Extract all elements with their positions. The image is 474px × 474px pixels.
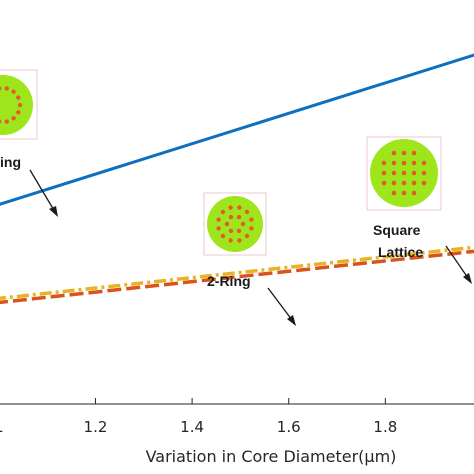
inset-hole — [401, 190, 407, 196]
x-ticks: 1 1.2 1.4 1.6 1.8 — [0, 398, 397, 436]
inset-hole — [11, 89, 16, 94]
annotation-arrowhead — [49, 206, 58, 217]
x-tick-label: 1.8 — [373, 418, 397, 436]
inset-hole — [421, 160, 427, 166]
inset-hole — [236, 214, 242, 220]
inset-1-ring-icon — [0, 69, 38, 140]
annotation-2-ring: 2-Ring — [203, 192, 296, 326]
annotation-arrowhead — [287, 315, 296, 326]
annotation-label-2-ring: 2-Ring — [207, 273, 251, 289]
inset-hole — [381, 180, 387, 186]
inset-hole — [220, 233, 226, 239]
inset-hole — [411, 170, 417, 176]
annotation-arrow-line — [267, 287, 293, 321]
annotation-arrow-line — [445, 245, 469, 279]
inset-hole — [401, 160, 407, 166]
inset-hole — [421, 170, 427, 176]
series-layer — [0, 53, 474, 305]
inset-holes — [0, 86, 23, 124]
inset-hole — [244, 233, 250, 239]
inset-hole — [228, 238, 233, 243]
inset-hole — [228, 205, 233, 210]
inset-hole — [16, 95, 21, 100]
inset-hole — [401, 170, 407, 176]
inset-hole — [16, 110, 21, 115]
inset-hole — [237, 238, 242, 243]
annotation-arrowhead — [463, 273, 472, 284]
inset-hole — [220, 209, 226, 215]
x-axis-title: Variation in Core Diameter(μm) — [146, 447, 397, 466]
inset-hole — [411, 150, 417, 156]
series-line-1 — [0, 53, 474, 206]
inset-hole — [11, 116, 16, 121]
inset-hole — [391, 190, 397, 196]
inset-hole — [391, 160, 397, 166]
x-tick-label: 1.6 — [277, 418, 301, 436]
inset-fiber — [207, 196, 263, 252]
inset-hole — [391, 180, 397, 186]
annotation-label-lattice: Lattice — [378, 244, 423, 260]
annotation-label-ring: ing — [0, 154, 21, 170]
inset-hole — [237, 205, 242, 210]
inset-holes — [216, 205, 254, 243]
inset-hole — [4, 119, 9, 124]
annotation-label-square: Square — [373, 222, 421, 238]
inset-hole — [421, 180, 427, 186]
x-tick-label: 1 — [0, 418, 4, 436]
inset-2-ring-icon — [203, 192, 267, 256]
inset-holes — [381, 150, 427, 196]
inset-hole — [216, 217, 221, 222]
inset-hole — [411, 180, 417, 186]
annotation-1-ring: ing — [0, 69, 58, 217]
inset-square-lattice-icon — [366, 136, 442, 211]
inset-hole — [401, 180, 407, 186]
inset-hole — [244, 209, 250, 215]
inset-hole — [411, 190, 417, 196]
inset-hole — [4, 86, 9, 91]
x-tick-label: 1.2 — [84, 418, 108, 436]
inset-hole — [391, 170, 397, 176]
inset-hole — [249, 217, 254, 222]
inset-hole — [391, 150, 397, 156]
series-line-2 — [0, 245, 474, 301]
x-tick-label: 1.4 — [180, 418, 204, 436]
inset-hole — [236, 228, 242, 234]
inset-hole — [0, 86, 2, 91]
inset-hole — [381, 170, 387, 176]
inset-hole — [240, 221, 246, 227]
inset-hole — [216, 226, 221, 231]
inset-hole — [17, 102, 23, 108]
inset-hole — [228, 228, 234, 234]
inset-hole — [0, 119, 2, 124]
inset-hole — [381, 160, 387, 166]
inset-hole — [411, 160, 417, 166]
inset-hole — [228, 214, 234, 220]
series-line-3 — [0, 249, 474, 305]
annotation-square-lattice: Square Lattice — [366, 136, 472, 284]
annotation-arrow-line — [29, 169, 56, 213]
inset-hole — [224, 221, 230, 227]
inset-hole — [249, 226, 254, 231]
inset-hole — [401, 150, 407, 156]
